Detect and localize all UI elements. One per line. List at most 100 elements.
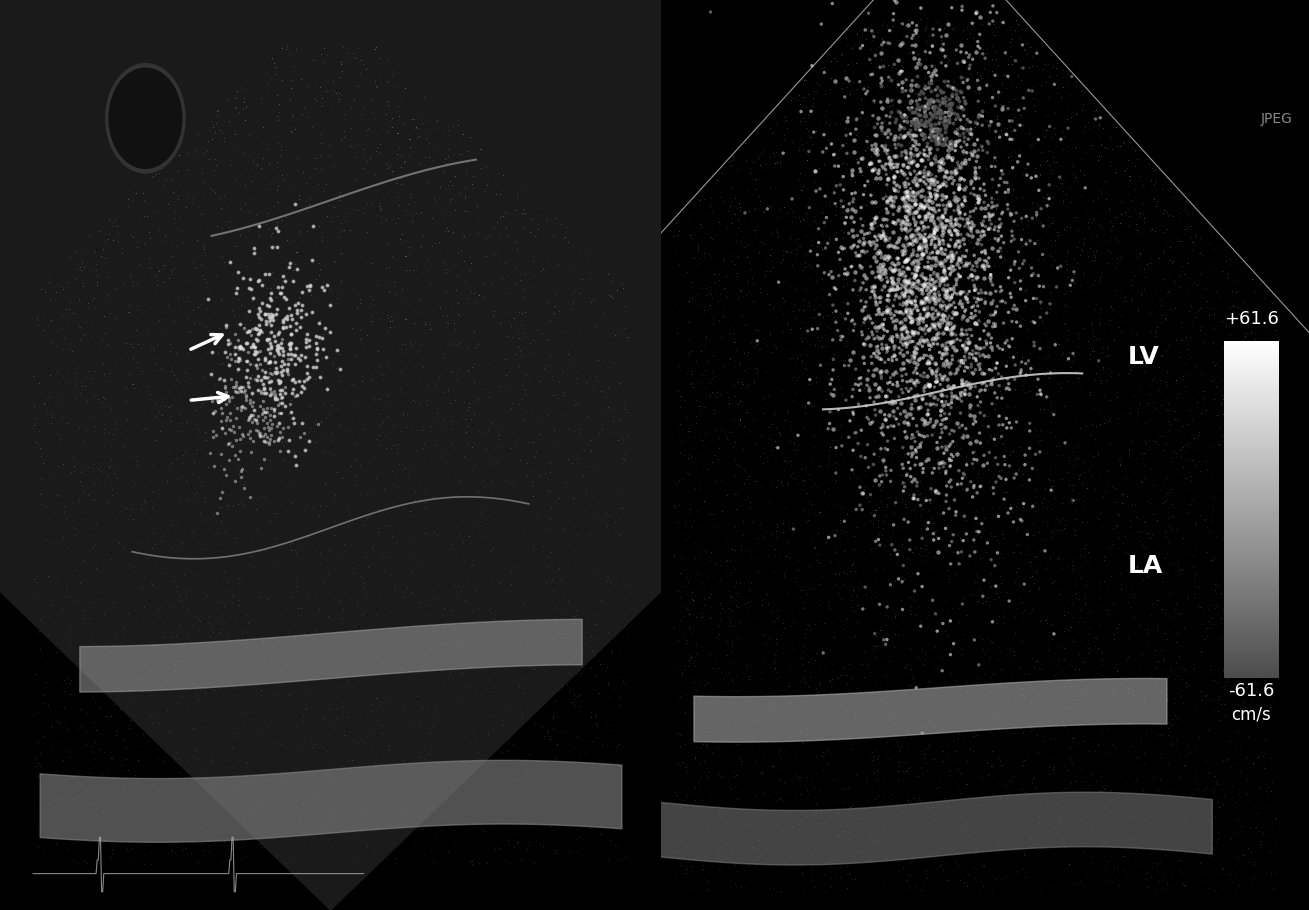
Point <box>212 770 233 784</box>
Point <box>437 780 458 794</box>
Point <box>974 594 995 609</box>
Point <box>94 834 115 848</box>
Point <box>897 16 918 31</box>
Point <box>967 353 988 368</box>
Point <box>348 219 369 234</box>
Point <box>907 186 928 200</box>
Point <box>368 525 389 540</box>
Point <box>907 147 928 162</box>
Point <box>999 385 1020 399</box>
Point <box>715 530 736 544</box>
Point <box>1063 830 1084 844</box>
Point <box>927 229 948 244</box>
Point <box>441 364 462 379</box>
Point <box>545 411 565 426</box>
Point <box>215 387 236 401</box>
Point <box>1261 612 1282 626</box>
Point <box>691 368 712 382</box>
Point <box>1148 763 1169 777</box>
Point <box>576 369 597 384</box>
Point <box>792 183 813 197</box>
Point <box>939 575 959 590</box>
Point <box>678 852 699 866</box>
Point <box>1073 230 1094 245</box>
Point <box>1229 698 1250 713</box>
Point <box>734 695 755 710</box>
Point <box>988 220 1009 235</box>
Point <box>436 261 457 276</box>
Point <box>105 733 126 747</box>
Point <box>322 759 343 774</box>
Point <box>52 602 73 616</box>
Point <box>954 349 975 364</box>
Point <box>1213 796 1234 811</box>
Point <box>1062 553 1083 568</box>
Point <box>929 107 950 122</box>
Point <box>914 296 935 310</box>
Point <box>1262 632 1283 647</box>
Point <box>764 434 785 449</box>
Point <box>1170 605 1191 620</box>
Point <box>903 233 924 248</box>
Point <box>526 303 547 318</box>
Point <box>556 541 577 556</box>
Point <box>992 338 1013 352</box>
Point <box>1026 480 1047 495</box>
Point <box>895 305 916 319</box>
Point <box>899 224 920 238</box>
Point <box>679 647 700 662</box>
Point <box>490 187 511 201</box>
Point <box>816 278 836 292</box>
Point <box>208 135 229 149</box>
Point <box>750 428 771 442</box>
Point <box>768 732 789 746</box>
Point <box>974 228 995 242</box>
Point <box>403 531 424 546</box>
Point <box>990 72 1011 86</box>
Point <box>1140 182 1161 197</box>
Point <box>278 420 298 434</box>
Point <box>433 204 454 218</box>
Point <box>1062 562 1083 577</box>
Point <box>63 444 84 459</box>
Point <box>931 200 952 215</box>
Point <box>1102 560 1123 574</box>
Point <box>1130 664 1151 679</box>
Point <box>280 43 301 57</box>
Point <box>918 115 939 129</box>
Point <box>255 357 276 371</box>
Point <box>952 231 973 246</box>
Point <box>585 716 606 731</box>
Point <box>880 256 901 270</box>
Point <box>977 633 997 648</box>
Point <box>990 459 1011 473</box>
Point <box>111 758 132 773</box>
Point <box>1075 120 1096 135</box>
Point <box>257 332 278 347</box>
Point <box>950 784 971 798</box>
Point <box>1011 232 1031 247</box>
Point <box>948 146 969 160</box>
Point <box>1066 693 1086 707</box>
Point <box>309 80 330 95</box>
Point <box>950 113 971 127</box>
Point <box>88 452 109 467</box>
Point <box>372 225 393 239</box>
Point <box>34 715 55 730</box>
Point <box>865 389 886 404</box>
Point <box>902 138 923 153</box>
Point <box>1264 682 1285 697</box>
Point <box>910 680 931 694</box>
Point <box>1100 746 1121 761</box>
Point <box>967 593 988 608</box>
Point <box>1073 690 1094 704</box>
Point <box>259 606 280 621</box>
Point <box>751 500 772 514</box>
Point <box>999 510 1020 524</box>
Point <box>245 764 266 779</box>
Point <box>224 672 245 687</box>
Point <box>1162 610 1183 624</box>
Point <box>211 594 232 609</box>
Point <box>910 399 931 414</box>
Point <box>425 277 446 291</box>
